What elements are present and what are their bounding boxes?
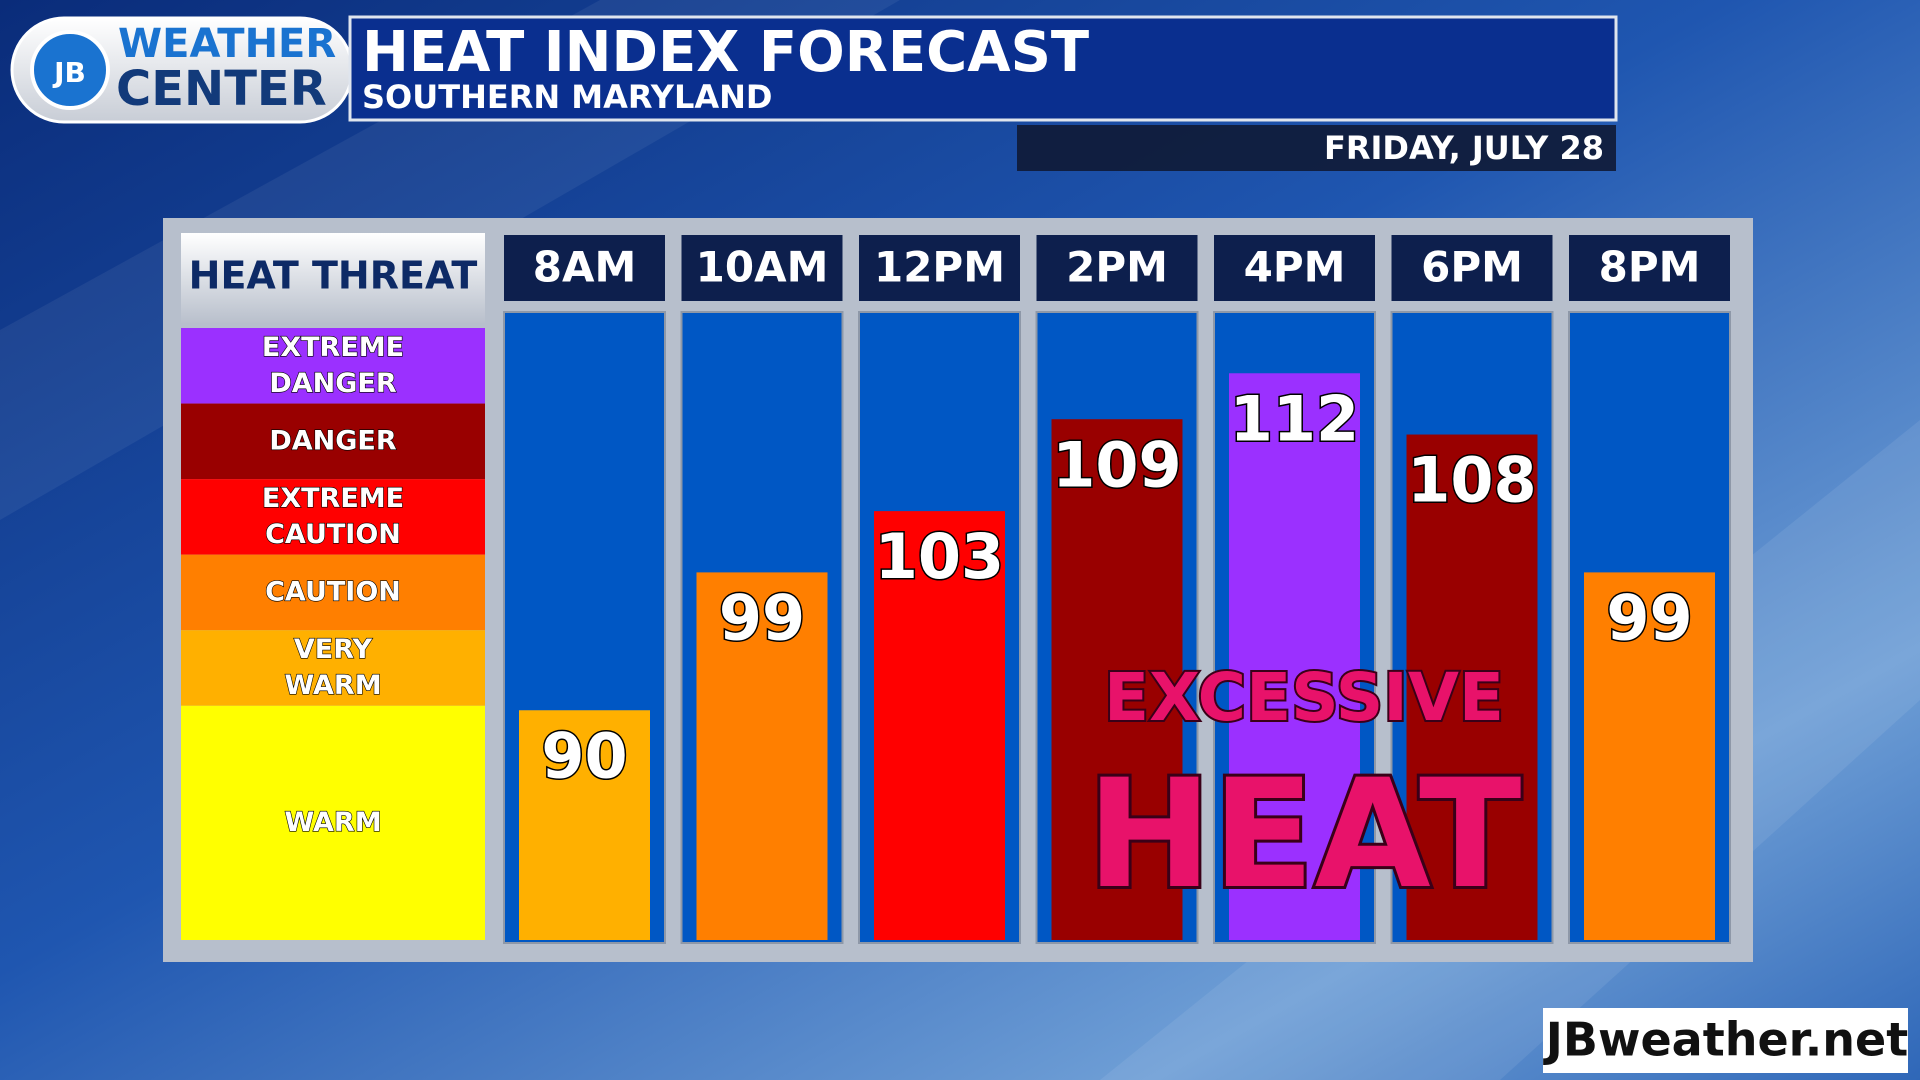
- logo-line1: WEATHER: [118, 21, 336, 67]
- threat-level: [181, 479, 485, 555]
- threat-label: VERY WARM: [284, 634, 381, 701]
- threat-label: EXTREME DANGER: [262, 331, 404, 398]
- logo-badge: [30, 30, 110, 110]
- annotation-line1: EXCESSIVE: [1104, 659, 1504, 736]
- threat-label: WARM: [284, 806, 381, 837]
- bar: [1229, 373, 1360, 940]
- logo-badge-text: JB: [52, 56, 86, 89]
- column-header: [504, 235, 665, 301]
- threat-level: [181, 554, 485, 631]
- value-label: 99: [1606, 581, 1692, 654]
- value-label: 103: [875, 520, 1004, 593]
- bar: [874, 511, 1005, 940]
- footer-url: JBweather.net: [1543, 1013, 1908, 1067]
- threat-label: CAUTION: [265, 576, 401, 607]
- threat-label: DANGER: [269, 425, 397, 456]
- bar: [1051, 419, 1183, 941]
- column-header: [681, 235, 843, 301]
- threat-level: [181, 328, 485, 404]
- footer-box: [1543, 1008, 1908, 1073]
- annotation-line2: HEAT: [1087, 748, 1522, 922]
- value-label: 90: [541, 719, 627, 792]
- bar: [696, 572, 828, 940]
- value-label: 112: [1230, 382, 1359, 455]
- column-header: [1036, 235, 1198, 301]
- threat-level: [181, 705, 485, 940]
- chart-title: HEAT INDEX FORECAST: [362, 20, 1089, 85]
- x-tick-label: 4PM: [1244, 243, 1346, 292]
- x-tick-label: 6PM: [1421, 243, 1523, 292]
- legend-title: HEAT THREAT: [189, 254, 478, 298]
- x-tick-label: 8AM: [533, 243, 637, 292]
- column-header: [1391, 235, 1553, 301]
- chart-subtitle: SOUTHERN MARYLAND: [362, 78, 772, 116]
- threat-label: EXTREME CAUTION: [262, 482, 404, 549]
- logo-line2: CENTER: [116, 61, 327, 117]
- value-label: 108: [1407, 444, 1536, 517]
- value-label: 99: [719, 581, 805, 654]
- x-tick-label: 2PM: [1066, 243, 1168, 292]
- date: FRIDAY, JULY 28: [1324, 129, 1604, 167]
- bar: [519, 710, 650, 940]
- x-tick-label: 10AM: [696, 243, 829, 292]
- date-bar: [1017, 125, 1616, 171]
- value-label: 109: [1052, 428, 1181, 501]
- column-header: [1214, 235, 1375, 301]
- bar: [1406, 434, 1538, 940]
- legend-header: [181, 233, 485, 323]
- threat-level: [181, 630, 485, 706]
- column-header: [1569, 235, 1730, 301]
- threat-level: [181, 403, 485, 480]
- title-bar: [348, 15, 1618, 122]
- column-header: [859, 235, 1020, 301]
- bar: [1584, 572, 1715, 940]
- x-tick-label: 12PM: [874, 243, 1005, 292]
- x-tick-label: 8PM: [1599, 243, 1701, 292]
